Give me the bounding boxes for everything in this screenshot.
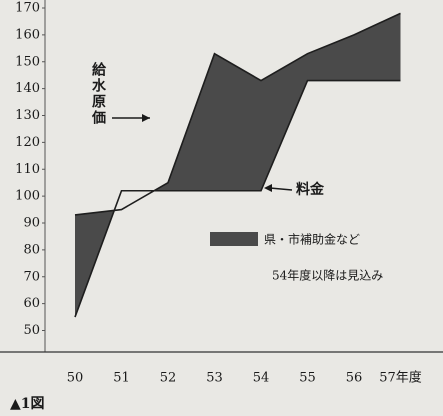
- series-label: 料金: [296, 181, 325, 198]
- x-tick-label: 50: [67, 371, 84, 386]
- label-arrow: [269, 187, 293, 191]
- x-tick-label: 57年度: [379, 370, 422, 386]
- arrowhead: [142, 114, 150, 122]
- y-tick-label: 70: [23, 269, 40, 284]
- y-tick-label: 140: [15, 81, 40, 96]
- x-tick-label: 56: [346, 371, 363, 386]
- legend-label: 県・市補助金など: [264, 232, 360, 247]
- x-tick-label: 51: [113, 371, 130, 386]
- x-tick-label: 52: [160, 371, 177, 386]
- x-tick-label: 55: [299, 371, 316, 386]
- legend-swatch: [210, 232, 258, 246]
- y-tick-label: 120: [15, 135, 40, 150]
- y-tick-label: 160: [15, 27, 40, 42]
- x-tick-label: 54: [253, 371, 270, 386]
- y-tick-label: 60: [23, 296, 40, 311]
- subsidy-area: [75, 13, 401, 318]
- y-tick-label: 50: [23, 323, 40, 338]
- arrowhead: [264, 184, 272, 192]
- y-tick-label: 170: [15, 1, 40, 16]
- y-tick-label: 90: [23, 216, 40, 231]
- x-tick-label: 53: [206, 371, 223, 386]
- y-tick-label: 150: [15, 54, 40, 69]
- series-line: [74, 79, 401, 318]
- y-tick-label: 100: [15, 189, 40, 204]
- y-tick-label: 110: [15, 162, 40, 177]
- series-label: 給水原価: [90, 61, 107, 126]
- caption: ▲1図: [10, 396, 45, 412]
- annotation: 54年度以降は見込み: [272, 268, 383, 283]
- y-tick-label: 130: [15, 108, 40, 123]
- series-line: [74, 12, 401, 216]
- y-tick-label: 80: [23, 242, 40, 257]
